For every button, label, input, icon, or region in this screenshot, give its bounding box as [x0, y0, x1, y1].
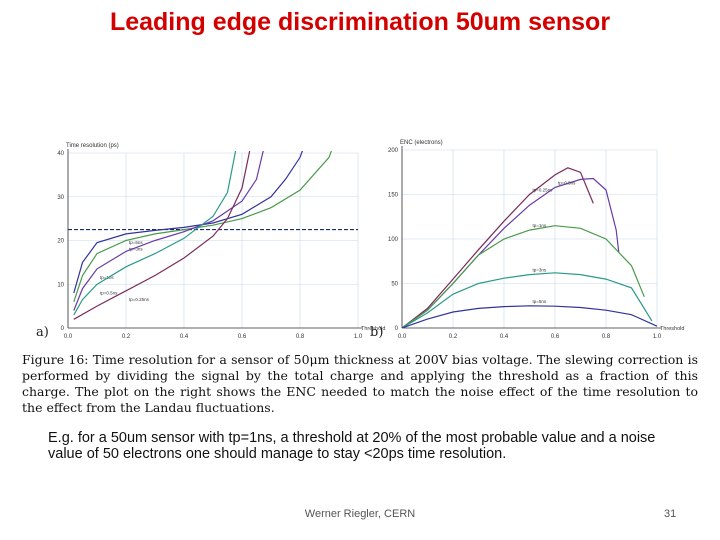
y-axis-label: Time resolution (ps): [66, 143, 119, 149]
series-line: [402, 167, 594, 328]
y-tick-label: 30: [57, 195, 64, 201]
x-tick-label: 1.0: [354, 334, 363, 340]
series-line: [73, 151, 332, 302]
series-line: [73, 151, 251, 320]
series-label: tp=1ns: [100, 275, 114, 280]
y-tick-label: 40: [57, 151, 64, 157]
series-label: tp=0.5ns: [558, 180, 576, 185]
x-tick-label: 0.8: [602, 334, 611, 340]
y-tick-label: 0: [61, 326, 65, 332]
series-label: tp=3ns: [533, 268, 547, 273]
series-label: tp=5ns: [533, 299, 547, 304]
series-label: tp=0.25ns: [129, 297, 150, 302]
series-line: [73, 151, 303, 294]
series-label: tp=0.5ns: [100, 290, 118, 295]
series-label: tp=0.25ns: [533, 188, 554, 193]
footer-author: Werner Riegler, CERN: [304, 508, 416, 520]
series-line: [73, 151, 237, 316]
figure-caption: Figure 16: Time resolution for a sensor …: [22, 352, 698, 415]
x-tick-label: 0.6: [551, 334, 560, 340]
y-tick-label: 10: [57, 282, 64, 288]
x-tick-label: 0.4: [180, 334, 189, 340]
series-line: [73, 151, 264, 311]
y-tick-label: 200: [388, 148, 399, 154]
x-axis-label: Threshold: [660, 326, 684, 332]
series-label: tp=3ns: [129, 247, 143, 252]
series-line: [402, 272, 653, 328]
y-tick-label: 0: [395, 326, 399, 332]
y-tick-label: 100: [388, 237, 399, 243]
x-tick-label: 1.0: [653, 334, 662, 340]
x-tick-label: 0.2: [122, 334, 131, 340]
y-axis-label: ENC (electrons): [400, 140, 443, 146]
x-tick-label: 0.4: [500, 334, 509, 340]
x-tick-label: 0.6: [238, 334, 247, 340]
series-line: [402, 225, 645, 328]
series-line: [402, 305, 658, 328]
y-tick-label: 150: [388, 193, 399, 199]
body-text: E.g. for a 50um sensor with tp=1ns, a th…: [48, 430, 656, 462]
y-tick-label: 20: [57, 239, 64, 245]
x-tick-label: 0.2: [449, 334, 458, 340]
series-line: [402, 177, 620, 328]
x-tick-label: 0.0: [64, 334, 73, 340]
x-tick-label: 0.8: [296, 334, 305, 340]
panel-label: b): [370, 325, 383, 340]
x-axis-label: Threshold: [361, 326, 385, 332]
slide-title: Leading edge discrimination 50um sensor: [109, 8, 611, 36]
y-tick-label: 50: [391, 282, 398, 288]
series-label: tp=5ns: [129, 240, 143, 245]
x-tick-label: 0.0: [398, 334, 407, 340]
series-label: tp=1ns: [533, 223, 547, 228]
page-number: 31: [664, 508, 677, 520]
panel-label: a): [36, 325, 49, 340]
